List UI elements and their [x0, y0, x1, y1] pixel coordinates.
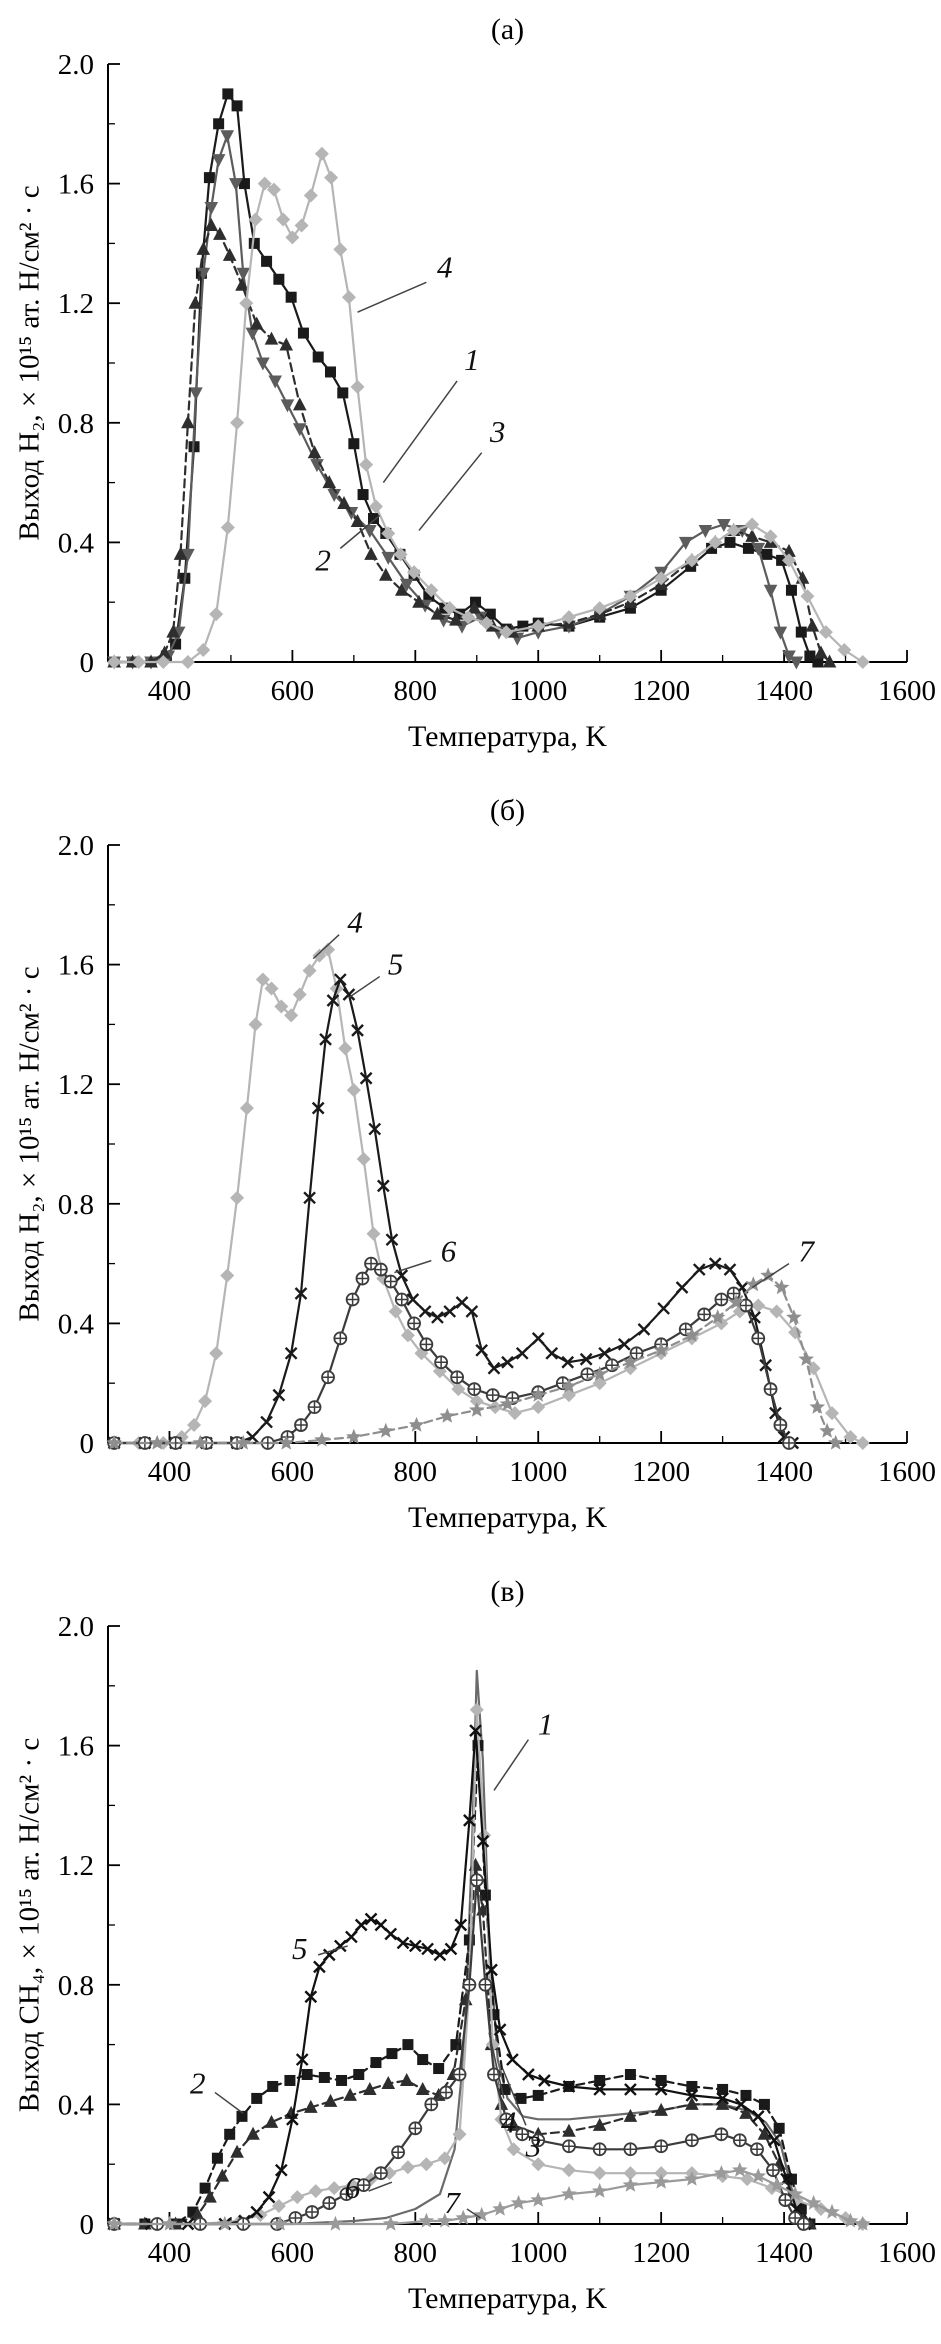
svg-text:1.2: 1.2: [58, 1069, 94, 1101]
svg-text:600: 600: [271, 1456, 315, 1488]
svg-text:7: 7: [798, 1234, 815, 1269]
panel-a: (а) Выход H₂, × 10¹⁵ ат. Н/см² · с 400 60…: [0, 0, 941, 781]
panel-a-y-axis-label: Выход H₂, × 10¹⁵ ат. Н/см² · с: [13, 185, 46, 541]
svg-text:0.4: 0.4: [58, 2089, 95, 2121]
panel-v-plot-area: Выход CH₄, × 10¹⁵ ат. Н/см² · с 400 600 80…: [0, 1616, 941, 2282]
svg-text:1.6: 1.6: [58, 169, 94, 201]
svg-text:1600: 1600: [878, 1456, 936, 1488]
svg-text:1.6: 1.6: [58, 1731, 94, 1763]
svg-text:0: 0: [80, 647, 95, 679]
panel-b-title: (б): [489, 794, 526, 827]
svg-text:0: 0: [80, 1428, 95, 1460]
svg-text:0.8: 0.8: [58, 1189, 94, 1221]
svg-text:6: 6: [345, 2170, 361, 2205]
panel-b-plot-area: Выход H₂, × 10¹⁵ ат. Н/см² · с 400 600 800…: [0, 835, 941, 1501]
svg-text:800: 800: [394, 2237, 438, 2269]
svg-text:800: 800: [394, 1456, 438, 1488]
svg-text:1200: 1200: [632, 2237, 690, 2269]
svg-text:2: 2: [190, 2065, 206, 2100]
panel-a-chart: 400 600 800 1000 1200 1400 1600 0 0.4 0.8 1.2 1.6 2.…: [58, 54, 936, 707]
panel-a-x-axis-label: Температура, K: [407, 720, 608, 753]
svg-text:800: 800: [394, 675, 438, 707]
svg-text:0: 0: [80, 2209, 95, 2241]
svg-text:4: 4: [437, 249, 453, 284]
svg-text:5: 5: [292, 1931, 308, 1966]
svg-text:400: 400: [148, 2237, 192, 2269]
svg-text:4: 4: [347, 905, 363, 940]
panel-v-x-axis-label: Температура, K: [407, 2282, 608, 2315]
panel-v-y-axis-label: Выход CH₄, × 10¹⁵ ат. Н/см² · с: [13, 1737, 46, 2113]
svg-text:1400: 1400: [755, 2237, 813, 2269]
svg-text:1400: 1400: [755, 675, 813, 707]
svg-text:1200: 1200: [632, 1456, 690, 1488]
svg-text:6: 6: [441, 1234, 457, 1269]
svg-text:400: 400: [148, 1456, 192, 1488]
panel-v-chart: 400 600 800 1000 1200 1400 1600 0 0.4 0.8 1.2 1.6 2.…: [58, 1616, 936, 2269]
panel-a-title: (а): [490, 13, 525, 46]
panel-b: (б) Выход H₂, × 10¹⁵ ат. Н/см² · с 400 60…: [0, 781, 941, 1562]
panel-v: (в) Выход CH₄, × 10¹⁵ ат. Н/см² · с 400 6…: [0, 1562, 941, 2343]
svg-text:1000: 1000: [509, 675, 567, 707]
svg-text:600: 600: [271, 675, 315, 707]
svg-text:1000: 1000: [509, 1456, 567, 1488]
svg-text:1.2: 1.2: [58, 288, 94, 320]
svg-text:1.6: 1.6: [58, 950, 94, 982]
svg-text:1200: 1200: [632, 675, 690, 707]
panel-b-x-axis-label: Температура, K: [407, 1501, 608, 1534]
panel-b-y-axis-label: Выход H₂, × 10¹⁵ ат. Н/см² · с: [13, 966, 46, 1322]
panel-v-title: (в): [490, 1575, 525, 1608]
svg-text:0.8: 0.8: [58, 1970, 94, 2002]
svg-text:1600: 1600: [878, 2237, 936, 2269]
svg-text:2.0: 2.0: [58, 54, 94, 81]
svg-text:1000: 1000: [509, 2237, 567, 2269]
svg-text:4: 4: [501, 2104, 517, 2139]
svg-text:600: 600: [271, 2237, 315, 2269]
svg-text:1.2: 1.2: [58, 1850, 94, 1882]
svg-text:0.4: 0.4: [58, 527, 95, 559]
svg-text:2.0: 2.0: [58, 835, 94, 862]
svg-text:2.0: 2.0: [58, 1616, 94, 1643]
svg-text:1600: 1600: [878, 675, 936, 707]
svg-text:1: 1: [464, 342, 480, 377]
panel-a-plot-area: Выход H₂, × 10¹⁵ ат. Н/см² · с 400 600 800…: [0, 54, 941, 720]
svg-text:5: 5: [388, 947, 404, 982]
svg-text:1400: 1400: [755, 1456, 813, 1488]
svg-text:400: 400: [148, 675, 192, 707]
svg-text:7: 7: [444, 2185, 461, 2220]
svg-text:1: 1: [538, 1707, 554, 1742]
svg-text:0.4: 0.4: [58, 1308, 95, 1340]
svg-text:0.8: 0.8: [58, 408, 94, 440]
svg-text:3: 3: [489, 414, 506, 449]
svg-text:2: 2: [315, 542, 331, 577]
panel-b-chart: 400 600 800 1000 1200 1400 1600 0 0.4 0.8 1.2 1.6 2.…: [58, 835, 936, 1488]
svg-text:3: 3: [525, 2128, 542, 2163]
